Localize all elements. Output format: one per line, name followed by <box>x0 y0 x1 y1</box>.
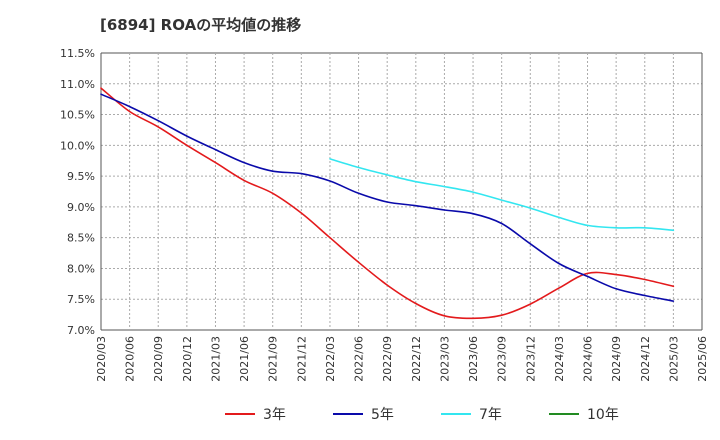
chart-title: [6894] ROAの平均値の推移 <box>100 16 302 34</box>
y-tick-label: 10.5% <box>60 109 95 122</box>
x-tick-label: 2022/03 <box>324 336 337 382</box>
x-tick-label: 2020/03 <box>95 336 108 382</box>
x-tick-label: 2023/03 <box>438 336 451 382</box>
x-tick-label: 2020/09 <box>152 336 165 382</box>
x-tick-label: 2025/06 <box>696 336 709 382</box>
y-tick-label: 9.5% <box>67 170 95 183</box>
x-tick-label: 2021/09 <box>267 336 280 382</box>
y-tick-label: 7.5% <box>67 293 95 306</box>
series-line-3 <box>329 158 675 232</box>
x-tick-label: 2020/12 <box>181 336 194 382</box>
series-line-2 <box>100 93 675 302</box>
legend-label: 10年 <box>587 407 619 423</box>
y-tick-label: 9.0% <box>67 201 95 214</box>
y-tick-label: 7.0% <box>67 324 95 337</box>
plot-area <box>101 53 702 330</box>
x-tick-label: 2024/12 <box>639 336 652 382</box>
y-tick-label: 11.0% <box>60 78 95 91</box>
x-tick-label: 2022/06 <box>353 336 366 382</box>
legend-label: 3年 <box>263 407 286 423</box>
x-tick-label: 2023/12 <box>524 336 537 382</box>
series-line-1 <box>100 87 675 320</box>
series-lines <box>100 87 675 320</box>
x-tick-label: 2021/12 <box>295 336 308 382</box>
x-tick-label: 2024/09 <box>610 336 623 382</box>
x-tick-label: 2023/09 <box>496 336 509 382</box>
legend: 3年 5年 7年 10年 <box>225 407 619 423</box>
legend-label: 7年 <box>479 407 502 423</box>
x-tick-label: 2022/09 <box>381 336 394 382</box>
x-tick-label: 2021/06 <box>238 336 251 382</box>
x-tick-label: 2020/06 <box>124 336 137 382</box>
axes: 11.5% 11.0% 10.5% 10.0% 9.5% 9.0% 8.5% 8.0% 7.5%… <box>60 47 709 382</box>
y-tick-label: 8.0% <box>67 262 95 275</box>
y-tick-label: 11.5% <box>60 47 95 60</box>
x-tick-label: 2024/03 <box>553 336 566 382</box>
grid <box>100 52 703 331</box>
x-tick-label: 2024/06 <box>582 336 595 382</box>
x-tick-label: 2022/12 <box>410 336 423 382</box>
x-tick-label: 2025/03 <box>667 336 680 382</box>
x-tick-label: 2023/06 <box>467 336 480 382</box>
x-tick-label: 2021/03 <box>209 336 222 382</box>
y-tick-label: 10.0% <box>60 139 95 152</box>
legend-label: 5年 <box>371 407 394 423</box>
y-tick-label: 8.5% <box>67 232 95 245</box>
